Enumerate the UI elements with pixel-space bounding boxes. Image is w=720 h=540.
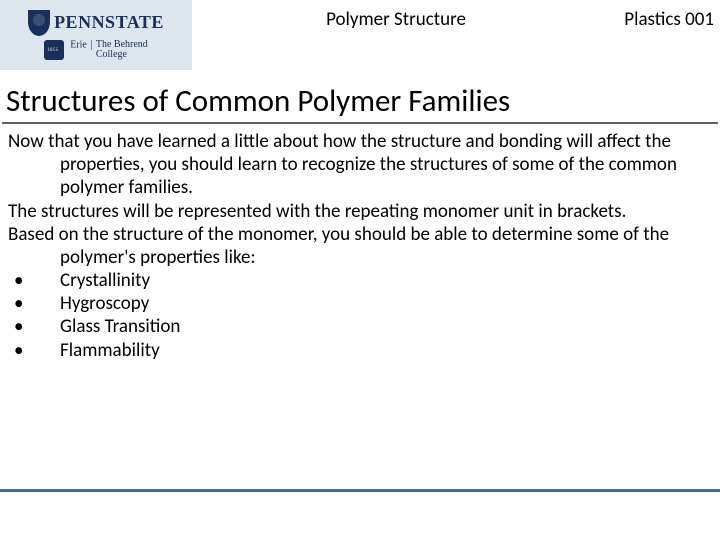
bullet-text: Crystallinity [60,269,712,292]
header-right-code: Plastics 001 [600,0,720,31]
seal-icon [44,40,64,60]
paragraph: Now that you have learned a little about… [8,130,712,200]
bullet-text: Hygroscopy [60,292,712,315]
bullet-icon: • [8,292,60,315]
bullet-icon: • [8,339,60,362]
shield-icon [28,10,50,36]
slide-body: Now that you have learned a little about… [0,124,720,362]
bullet-icon: • [8,269,60,292]
logo-bottom-row: Erie The Behrend College [44,40,148,61]
campus-text: Erie The Behrend College [70,40,148,61]
bullet-text: Glass Transition [60,315,712,338]
bullet-text: Flammability [60,339,712,362]
header-center-title: Polymer Structure [192,0,600,31]
slide-title: Structures of Common Polymer Families [2,74,718,124]
slide-header: PENNSTATE Erie The Behrend College Polyme… [0,0,720,72]
footer-rule [0,489,720,492]
list-item: • Flammability [8,339,712,362]
logo-top-row: PENNSTATE [28,10,164,36]
list-item: • Crystallinity [8,269,712,292]
list-item: • Glass Transition [8,315,712,338]
university-wordmark: PENNSTATE [54,12,164,33]
bullet-icon: • [8,315,60,338]
campus-right: The Behrend College [96,40,148,61]
list-item: • Hygroscopy [8,292,712,315]
paragraph: The structures will be represented with … [8,200,712,223]
pennstate-logo: PENNSTATE Erie The Behrend College [0,0,192,70]
paragraph: Based on the structure of the monomer, y… [8,223,712,269]
campus-left: Erie [70,39,87,50]
